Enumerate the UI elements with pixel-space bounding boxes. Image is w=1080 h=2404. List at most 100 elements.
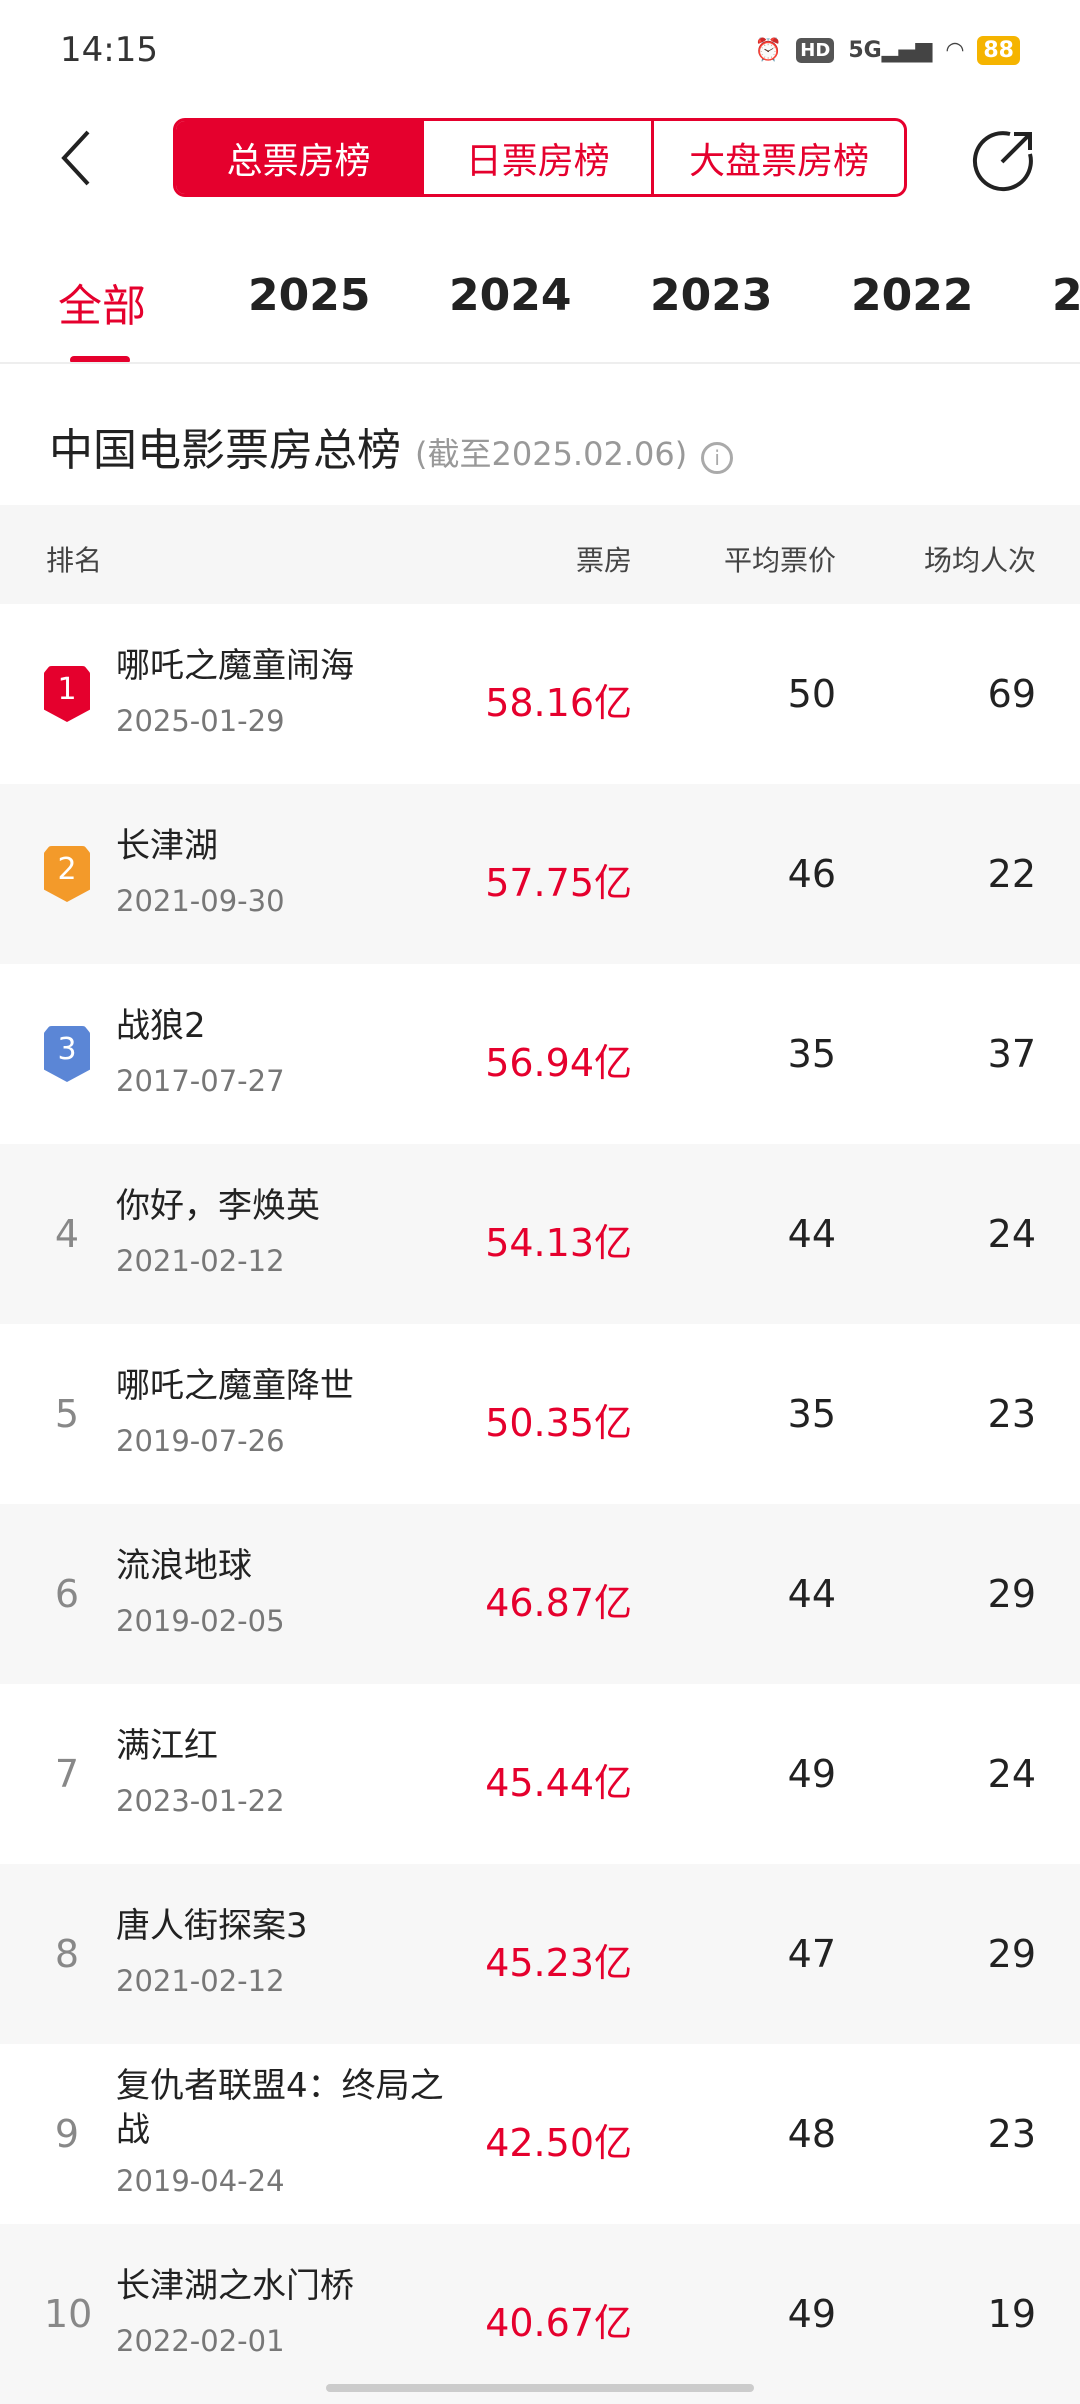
tab-daily-box-office[interactable]: 日票房榜 <box>421 121 651 194</box>
movie-title: 流浪地球 <box>116 1546 252 1586</box>
box-office: 40.67亿 <box>485 2301 632 2345</box>
signal-icon: 5G▂▄▆ <box>848 38 933 63</box>
rank-badge: 3 <box>44 1026 90 1082</box>
box-office: 45.44亿 <box>485 1761 632 1805</box>
alarm-icon: ⏰ <box>754 38 783 63</box>
avg-price: 50 <box>787 672 836 716</box>
clock: 14:15 <box>60 30 158 70</box>
rank-badge: 1 <box>44 666 90 722</box>
box-office: 50.35亿 <box>485 1401 632 1445</box>
movie-title: 长津湖 <box>116 826 218 866</box>
avg-price: 49 <box>787 1752 836 1796</box>
page-title: 中国电影票房总榜 (截至2025.02.06) i <box>49 414 734 478</box>
table-row[interactable]: 8 唐人街探案3 2021-02-12 45.23亿 47 29 <box>0 1864 1080 2044</box>
battery-icon: 88 <box>977 36 1020 65</box>
release-date: 2021-02-12 <box>116 1964 285 1998</box>
box-office: 45.23亿 <box>485 1941 632 1985</box>
movie-title: 复仇者联盟4：终局之战 <box>116 2066 444 2150</box>
back-arrow-icon[interactable] <box>56 128 96 188</box>
year-tab-2022[interactable]: 2022 <box>851 270 974 321</box>
rank-number: 5 <box>54 1392 80 1436</box>
release-date: 2019-07-26 <box>116 1424 285 1458</box>
year-tab-2023[interactable]: 2023 <box>650 270 773 321</box>
table-row[interactable]: 6 流浪地球 2019-02-05 46.87亿 44 29 <box>0 1504 1080 1684</box>
title-text: 中国电影票房总榜 <box>49 425 401 476</box>
table-row[interactable]: 3 战狼2 2017-07-27 56.94亿 35 37 <box>0 964 1080 1144</box>
home-indicator[interactable] <box>326 2384 754 2392</box>
year-tab-more[interactable]: 2 <box>1052 270 1080 321</box>
avg-price: 35 <box>787 1032 836 1076</box>
release-date: 2017-07-27 <box>116 1064 285 1098</box>
movie-title: 战狼2 <box>116 1006 206 1046</box>
tab-market-box-office[interactable]: 大盘票房榜 <box>651 121 904 194</box>
avg-price: 46 <box>787 852 836 896</box>
year-tab-2025[interactable]: 2025 <box>248 270 371 321</box>
table-row[interactable]: 7 满江红 2023-01-22 45.44亿 49 24 <box>0 1684 1080 1864</box>
rank-number: 7 <box>54 1752 80 1796</box>
per-session: 24 <box>987 1752 1036 1796</box>
release-date: 2023-01-22 <box>116 1784 285 1818</box>
box-office: 54.13亿 <box>485 1221 632 1265</box>
rank-number: 4 <box>54 1212 80 1256</box>
hd-icon: HD <box>796 38 835 63</box>
year-tab-2024[interactable]: 2024 <box>449 270 572 321</box>
per-session: 22 <box>987 852 1036 896</box>
year-tabs: 全部 2025 2024 2023 2022 2 <box>0 260 1080 364</box>
per-session: 23 <box>987 2112 1036 2156</box>
movie-title: 哪吒之魔童降世 <box>116 1366 354 1406</box>
release-date: 2022-02-01 <box>116 2324 285 2358</box>
release-date: 2021-09-30 <box>116 884 285 918</box>
share-icon[interactable] <box>970 128 1036 194</box>
avg-price: 44 <box>787 1572 836 1616</box>
col-rank: 排名 <box>46 544 103 577</box>
col-per-session[interactable]: 场均人次 <box>923 544 1036 577</box>
box-office: 58.16亿 <box>485 681 632 725</box>
box-office: 46.87亿 <box>485 1581 632 1625</box>
per-session: 37 <box>987 1032 1036 1076</box>
avg-price: 44 <box>787 1212 836 1256</box>
rank-number: 9 <box>54 2112 80 2156</box>
network-label: 5G <box>848 38 882 63</box>
rank-badge: 2 <box>44 846 90 902</box>
table-row[interactable]: 1 哪吒之魔童闹海 2025-01-29 58.16亿 50 69 <box>0 604 1080 784</box>
info-icon[interactable]: i <box>701 442 734 474</box>
per-session: 24 <box>987 1212 1036 1256</box>
release-date: 2021-02-12 <box>116 1244 285 1278</box>
wifi-icon: ◠ <box>946 38 964 63</box>
status-bar: 14:15 ⏰ HD 5G▂▄▆ ◠ 88 <box>0 0 1080 100</box>
release-date: 2019-02-05 <box>116 1604 285 1638</box>
active-tab-indicator <box>70 356 130 362</box>
table-header: 排名 票房 平均票价 场均人次 <box>0 505 1080 604</box>
rank-number: 8 <box>54 1932 80 1976</box>
per-session: 69 <box>987 672 1036 716</box>
per-session: 23 <box>987 1392 1036 1436</box>
rank-number: 10 <box>44 2292 93 2336</box>
avg-price: 47 <box>787 1932 836 1976</box>
box-office: 57.75亿 <box>485 861 632 905</box>
release-date: 2019-04-24 <box>116 2164 285 2198</box>
tab-total-box-office[interactable]: 总票房榜 <box>176 121 422 194</box>
table-row[interactable]: 5 哪吒之魔童降世 2019-07-26 50.35亿 35 23 <box>0 1324 1080 1504</box>
table-row[interactable]: 2 长津湖 2021-09-30 57.75亿 46 22 <box>0 784 1080 964</box>
release-date: 2025-01-29 <box>116 704 285 738</box>
movie-title: 长津湖之水门桥 <box>116 2266 354 2306</box>
movie-title: 唐人街探案3 <box>116 1906 308 1946</box>
movie-title: 满江红 <box>116 1726 218 1766</box>
box-office: 56.94亿 <box>485 1041 632 1085</box>
col-avg-price[interactable]: 平均票价 <box>723 544 836 577</box>
col-box-office[interactable]: 票房 <box>575 544 632 577</box>
avg-price: 49 <box>787 2292 836 2336</box>
per-session: 19 <box>987 2292 1036 2336</box>
table-row[interactable]: 9 复仇者联盟4：终局之战 2019-04-24 42.50亿 48 23 <box>0 2044 1080 2224</box>
movie-title: 你好，李焕英 <box>116 1186 320 1226</box>
title-date: (截至2025.02.06) <box>415 435 688 473</box>
rank-number: 6 <box>54 1572 80 1616</box>
avg-price: 35 <box>787 1392 836 1436</box>
table-row[interactable]: 10 长津湖之水门桥 2022-02-01 40.67亿 49 19 <box>0 2224 1080 2404</box>
per-session: 29 <box>987 1932 1036 1976</box>
movie-title: 哪吒之魔童闹海 <box>116 646 354 686</box>
ranking-type-tabs: 总票房榜 日票房榜 大盘票房榜 <box>173 118 907 197</box>
per-session: 29 <box>987 1572 1036 1616</box>
year-tab-all[interactable]: 全部 <box>58 281 146 332</box>
table-row[interactable]: 4 你好，李焕英 2021-02-12 54.13亿 44 24 <box>0 1144 1080 1324</box>
